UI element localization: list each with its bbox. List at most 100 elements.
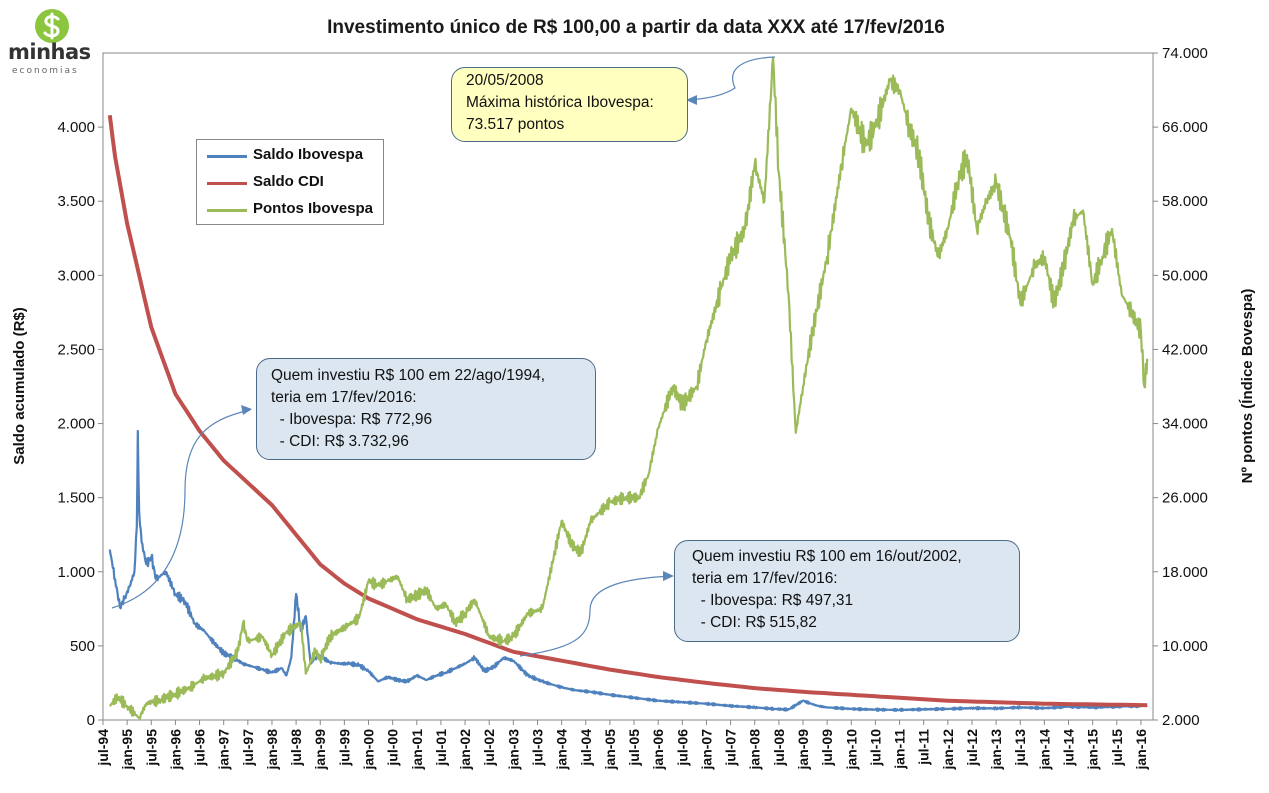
- series-line-saldo-cdi: [107, 115, 1148, 708]
- x-tick-label: jan-98: [264, 729, 280, 771]
- y2-tick-label: 2.000: [1162, 712, 1200, 729]
- x-tick-label: jul-11: [916, 729, 932, 766]
- x-tick-label: jan-95: [119, 729, 135, 771]
- x-tick-label: jan-15: [1085, 729, 1101, 771]
- x-tick-label: jul-03: [529, 729, 545, 767]
- legend-label: Saldo Ibovespa: [253, 146, 364, 163]
- x-tick-label: jan-97: [216, 729, 232, 771]
- annotation-line: 73.517 pontos: [466, 116, 565, 133]
- y-tick-label: 0: [87, 712, 95, 729]
- x-tick-label: jul-06: [674, 729, 690, 767]
- y-tick-label: 3.000: [57, 267, 95, 284]
- y-tick-label: 4.000: [57, 119, 95, 136]
- arrow-head-max: [686, 95, 697, 105]
- x-tick-label: jul-98: [288, 729, 304, 767]
- x-tick-label: jan-09: [795, 729, 811, 771]
- y2-tick-label: 58.000: [1162, 193, 1208, 210]
- x-tick-label: jan-14: [1036, 729, 1052, 771]
- x-tick-label: jul-14: [1061, 729, 1077, 767]
- annotation-line: teria em 17/fev/2016:: [271, 389, 417, 406]
- y-tick-label: 500: [70, 638, 95, 655]
- plot-area: [102, 52, 1154, 721]
- x-tick-label: jul-97: [240, 729, 256, 767]
- annotation-line: teria em 17/fev/2016:: [692, 570, 838, 587]
- x-tick-label: jul-09: [819, 729, 835, 767]
- x-tick-label: jan-07: [698, 729, 714, 771]
- annotation-line: Máxima histórica Ibovespa:: [466, 94, 654, 111]
- annotation-line: - Ibovespa: R$ 497,31: [692, 592, 854, 609]
- y2-tick-label: 42.000: [1162, 341, 1208, 358]
- x-tick-label: jul-00: [385, 729, 401, 767]
- annotation-2002: Quem investiu R$ 100 em 16/out/2002, ter…: [674, 540, 1020, 642]
- x-tick-label: jul-12: [964, 729, 980, 767]
- y2-tick-label: 26.000: [1162, 490, 1208, 507]
- annotation-line: - CDI: R$ 515,82: [692, 614, 817, 631]
- x-tick-label: jan-99: [312, 729, 328, 771]
- annotation-line: - Ibovespa: R$ 772,96: [271, 411, 433, 428]
- annotation-connector-max: [687, 56, 776, 101]
- y2-tick-label: 74.000: [1162, 45, 1208, 62]
- x-tick-label: jul-15: [1109, 729, 1125, 767]
- x-tick-label: jul-99: [336, 729, 352, 767]
- x-tick-label: jul-01: [433, 729, 449, 767]
- annotation-connector-2002: [519, 575, 673, 657]
- y-tick-label: 1.000: [57, 564, 95, 581]
- annotation-line: - CDI: R$ 3.732,96: [271, 433, 409, 450]
- x-tick-label: jan-00: [361, 729, 377, 771]
- y-tick-label: 2.000: [57, 416, 95, 433]
- logo: minhas economias: [4, 6, 92, 76]
- series-line-pontos-ibovespa: [108, 56, 1149, 720]
- x-tick-label: jul-96: [192, 729, 208, 767]
- annotation-connector-1994: [111, 409, 251, 609]
- y2-tick-label: 34.000: [1162, 416, 1208, 433]
- annotation-line: 20/05/2008: [466, 72, 544, 89]
- x-tick-label: jan-13: [988, 729, 1004, 771]
- annotation-1994: Quem investiu R$ 100 em 22/ago/1994, ter…: [256, 358, 596, 460]
- x-tick-label: jan-10: [843, 729, 859, 771]
- dollar-sign-icon: [35, 9, 69, 43]
- annotation-max-historica: 20/05/2008 Máxima histórica Ibovespa: 73…: [451, 67, 688, 142]
- x-tick-label: jan-02: [457, 729, 473, 771]
- logo-word: minhas: [8, 40, 91, 64]
- y2-axis-label: Nº pontos (Índice Bovespa): [1239, 289, 1256, 484]
- annotation-line: Quem investiu R$ 100 em 16/out/2002,: [692, 548, 962, 565]
- series-line-saldo-ibovespa: [108, 429, 1148, 713]
- x-tick-label: jan-96: [167, 729, 183, 771]
- x-tick-label: jan-03: [505, 729, 521, 771]
- x-tick-label: jan-06: [650, 729, 666, 771]
- y2-tick-label: 18.000: [1162, 564, 1208, 581]
- y2-tick-label: 10.000: [1162, 638, 1208, 655]
- x-tick-label: jan-04: [554, 729, 570, 771]
- y-tick-label: 2.500: [57, 341, 95, 358]
- x-tick-label: jul-10: [867, 729, 883, 767]
- y2-tick-label: 50.000: [1162, 267, 1208, 284]
- y-tick-label: 3.500: [57, 193, 95, 210]
- x-tick-label: jan-11: [892, 729, 908, 770]
- y-axis-label: Saldo acumulado (R$): [11, 307, 28, 465]
- legend-swatch: [207, 182, 247, 185]
- x-tick-label: jul-95: [143, 729, 159, 767]
- chart-title: Investimento único de R$ 100,00 a partir…: [327, 17, 945, 38]
- legend-label: Pontos Ibovespa: [253, 200, 374, 217]
- x-tick-label: jul-07: [723, 729, 739, 767]
- annotation-line: Quem investiu R$ 100 em 22/ago/1994,: [271, 367, 546, 384]
- legend-label: Saldo CDI: [253, 173, 324, 190]
- x-tick-label: jul-08: [771, 729, 787, 767]
- y2-tick-label: 66.000: [1162, 119, 1208, 136]
- x-tick-label: jan-08: [747, 729, 763, 771]
- x-tick-label: jul-94: [95, 729, 111, 767]
- legend: Saldo Ibovespa Saldo CDI Pontos Ibovespa: [196, 139, 384, 225]
- legend-swatch: [207, 209, 247, 212]
- x-tick-label: jan-01: [409, 729, 425, 771]
- arrow-head-1994: [241, 405, 252, 415]
- logo-subtitle: economias: [12, 66, 79, 76]
- y-tick-label: 1.500: [57, 490, 95, 507]
- x-tick-label: jul-13: [1012, 729, 1028, 767]
- x-tick-label: jul-02: [481, 729, 497, 767]
- x-tick-label: jul-05: [626, 729, 642, 767]
- x-tick-label: jan-12: [940, 729, 956, 771]
- x-tick-label: jan-16: [1133, 729, 1149, 771]
- x-tick-label: jul-04: [578, 729, 594, 767]
- x-tick-label: jan-05: [602, 729, 618, 771]
